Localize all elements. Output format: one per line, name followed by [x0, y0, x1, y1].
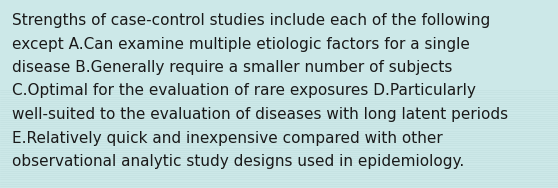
Text: C.Optimal for the evaluation of rare exposures D.Particularly: C.Optimal for the evaluation of rare exp…	[12, 83, 476, 99]
Text: disease B.Generally require a smaller number of subjects: disease B.Generally require a smaller nu…	[12, 60, 453, 75]
Text: well-suited to the evaluation of diseases with long latent periods: well-suited to the evaluation of disease…	[12, 107, 508, 122]
Text: Strengths of case-control studies include each of the following: Strengths of case-control studies includ…	[12, 13, 490, 28]
Text: E.Relatively quick and inexpensive compared with other: E.Relatively quick and inexpensive compa…	[12, 130, 442, 146]
Text: observational analytic study designs used in epidemiology.: observational analytic study designs use…	[12, 154, 464, 169]
Text: except A.Can examine multiple etiologic factors for a single: except A.Can examine multiple etiologic …	[12, 36, 470, 52]
